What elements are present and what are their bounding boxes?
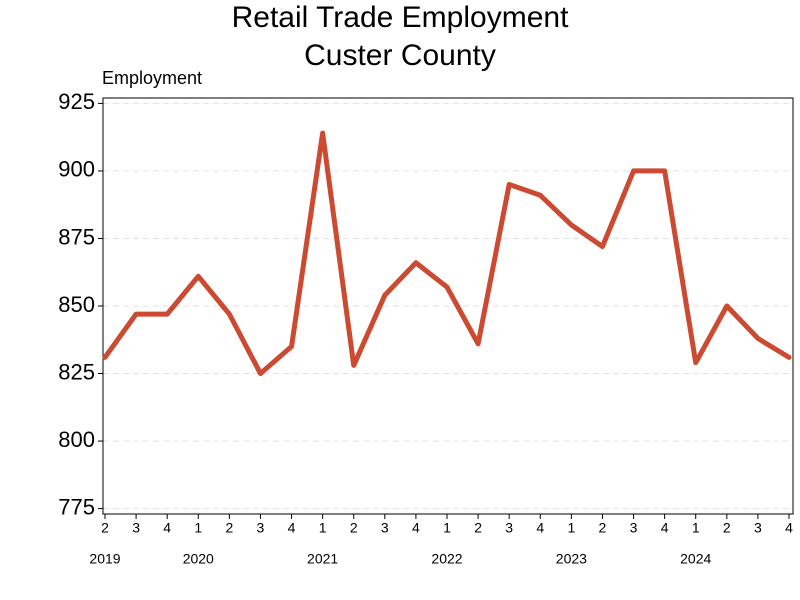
x-tick-label: 4 xyxy=(536,520,544,536)
x-tick-label: 4 xyxy=(412,520,420,536)
x-tick-label: 2 xyxy=(474,520,482,536)
x-tick-label: 4 xyxy=(288,520,296,536)
x-tick-label: 1 xyxy=(692,520,700,536)
year-label: 2020 xyxy=(183,551,214,567)
y-tick-label: 850 xyxy=(58,292,95,317)
x-tick-label: 4 xyxy=(163,520,171,536)
y-tick-label: 900 xyxy=(58,157,95,182)
x-tick-label: 2 xyxy=(599,520,607,536)
year-label: 2021 xyxy=(307,551,338,567)
x-tick-label: 2 xyxy=(723,520,731,536)
year-label: 2023 xyxy=(556,551,587,567)
chart-subtitle: Custer County xyxy=(304,39,496,72)
x-tick-label: 2 xyxy=(350,520,358,536)
y-tick-label: 775 xyxy=(58,494,95,519)
x-tick-label: 1 xyxy=(443,520,451,536)
year-label: 2019 xyxy=(89,551,120,567)
x-tick-label: 4 xyxy=(661,520,669,536)
x-tick-label: 3 xyxy=(630,520,638,536)
y-tick-label: 825 xyxy=(58,359,95,384)
x-tick-label: 4 xyxy=(785,520,793,536)
x-tick-label: 3 xyxy=(132,520,140,536)
year-label: 2024 xyxy=(680,551,711,567)
chart-title: Retail Trade Employment xyxy=(232,1,569,34)
x-tick-label: 2 xyxy=(225,520,233,536)
y-tick-label: 925 xyxy=(58,89,95,114)
y-tick-label: 800 xyxy=(58,427,95,452)
x-tick-label: 3 xyxy=(257,520,265,536)
y-axis-label: Employment xyxy=(102,68,202,88)
x-tick-label: 1 xyxy=(194,520,202,536)
plot-frame xyxy=(102,97,794,515)
data-line xyxy=(102,130,792,377)
x-tick-label: 3 xyxy=(505,520,513,536)
x-tick-label: 3 xyxy=(381,520,389,536)
x-tick-label: 2 xyxy=(101,520,109,536)
x-tick-label: 3 xyxy=(754,520,762,536)
year-label: 2022 xyxy=(431,551,462,567)
x-tick-label: 1 xyxy=(319,520,327,536)
y-tick-label: 875 xyxy=(58,224,95,249)
x-tick-label: 1 xyxy=(567,520,575,536)
